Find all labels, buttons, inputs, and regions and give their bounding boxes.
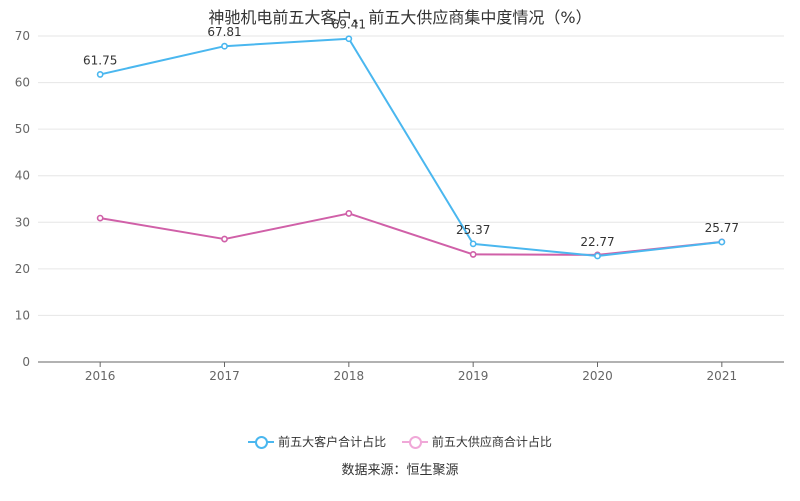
series-layer xyxy=(96,35,726,260)
data-point-1 xyxy=(221,235,228,243)
x-tick-label: 2016 xyxy=(85,369,116,383)
legend: 前五大客户合计占比 前五大供应商合计占比 xyxy=(0,433,800,452)
x-tick-label: 2017 xyxy=(209,369,240,383)
data-label: 25.77 xyxy=(705,221,739,235)
data-point-0 xyxy=(221,42,228,50)
data-label: 25.37 xyxy=(456,223,490,237)
data-label: 67.81 xyxy=(207,25,241,39)
data-point-1 xyxy=(469,251,477,258)
data-label: 69.41 xyxy=(332,18,366,32)
x-axis: 2016 2017 2018 2019 2020 2021 xyxy=(38,361,784,383)
y-tick-label: 30 xyxy=(15,215,30,229)
y-tick-label: 40 xyxy=(15,169,30,183)
gridlines xyxy=(38,35,784,316)
series-line-0 xyxy=(99,37,722,257)
data-point-0 xyxy=(469,240,477,248)
data-source: 数据来源：恒生聚源 xyxy=(341,463,459,478)
data-point-0 xyxy=(718,238,726,246)
data-point-0 xyxy=(594,252,601,260)
legend-swatch-customers xyxy=(248,435,275,449)
data-point-0 xyxy=(96,71,104,78)
x-tick-label: 2021 xyxy=(707,369,738,383)
chart-title: 神驰机电前五大客户、前五大供应商集中度情况（%） xyxy=(208,8,592,27)
data-label: 61.75 xyxy=(83,53,117,67)
y-tick-label: 50 xyxy=(15,122,30,136)
series-line-1 xyxy=(100,212,722,256)
y-tick-label: 70 xyxy=(15,29,30,43)
x-tick-label: 2018 xyxy=(334,369,365,383)
data-point-1 xyxy=(345,210,353,217)
x-tick-label: 2019 xyxy=(458,369,489,383)
legend-swatch-suppliers xyxy=(401,435,428,449)
legend-item-suppliers[interactable]: 前五大供应商合计占比 xyxy=(401,433,552,450)
legend-marker-customers xyxy=(255,435,269,449)
y-tick-label: 0 xyxy=(22,355,30,369)
legend-item-customers[interactable]: 前五大客户合计占比 xyxy=(248,433,386,450)
data-point-0 xyxy=(345,35,353,43)
data-label: 22.77 xyxy=(580,235,614,249)
x-tick-label: 2020 xyxy=(582,369,613,383)
y-tick-label: 20 xyxy=(15,262,30,276)
y-tick-label: 10 xyxy=(15,308,30,322)
data-point-1 xyxy=(96,214,104,222)
data-labels: 61.75 67.81 69.41 25.37 22.77 25.77 xyxy=(83,18,739,249)
legend-label-suppliers: 前五大供应商合计占比 xyxy=(431,435,552,449)
line-chart: 0 10 20 30 40 50 60 70 2016 2017 2018 2019 2020 2021… xyxy=(15,18,784,383)
legend-marker-suppliers xyxy=(408,435,422,449)
legend-label-customers: 前五大客户合计占比 xyxy=(278,435,387,449)
y-tick-label: 60 xyxy=(15,76,30,90)
y-axis: 0 10 20 30 40 50 60 70 xyxy=(15,29,30,369)
